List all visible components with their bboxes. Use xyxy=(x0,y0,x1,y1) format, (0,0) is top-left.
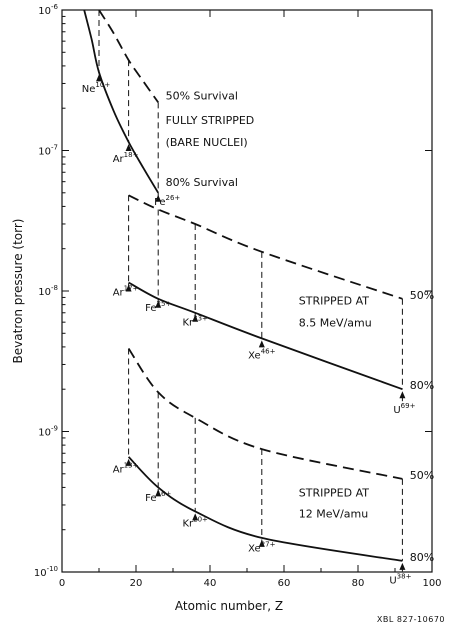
x-axis-label: Atomic number, Z xyxy=(175,599,283,613)
ion-symbol: Fe xyxy=(154,197,165,208)
x-tick-label: 80 xyxy=(352,578,365,589)
annotation-label: 80% Survival xyxy=(166,176,238,189)
ion-arrow-head xyxy=(192,513,199,521)
ion-charge: 38+ xyxy=(397,572,412,580)
ion-charge: 20+ xyxy=(193,516,208,524)
annotation-label: 12 MeV/amu xyxy=(299,507,368,520)
annotation-label: 8.5 MeV/amu xyxy=(299,316,372,329)
ion-charge: 16+ xyxy=(156,490,171,498)
series-50-12-mev xyxy=(127,347,403,480)
ion-charge: 33+ xyxy=(193,314,208,322)
annotation-label: (BARE NUCLEI) xyxy=(166,136,248,149)
ion-label: Kr20+ xyxy=(182,516,208,530)
ion-label: Ar17+ xyxy=(113,284,139,298)
ion-symbol: U xyxy=(389,575,396,586)
series-50-8-5-mev xyxy=(128,194,403,300)
ion-label: Xe27+ xyxy=(248,540,275,554)
ion-charge: 46+ xyxy=(261,348,276,356)
annotation-label: 50% Survival xyxy=(166,90,238,103)
y-tick-exponent: -7 xyxy=(51,144,58,152)
y-tick-base: 10 xyxy=(38,287,51,298)
y-tick-label: 10-10 xyxy=(34,565,58,579)
ion-symbol: Ar xyxy=(113,287,125,298)
y-tick-base: 10 xyxy=(38,147,51,158)
ion-symbol: Ar xyxy=(113,465,125,476)
y-tick-exponent: -8 xyxy=(51,284,58,292)
series-80-8-5-mev xyxy=(128,281,403,391)
ion-symbol: Ne xyxy=(82,84,96,95)
series-80-fully-stripped xyxy=(83,9,159,194)
ion-label: Ar13+ xyxy=(113,462,139,476)
annotation-label: 50% xyxy=(410,289,434,302)
ion-label: Fe25+ xyxy=(145,300,171,314)
ion-arrow-head xyxy=(192,314,199,322)
x-tick-label: 40 xyxy=(204,578,217,589)
ion-arrow-head xyxy=(258,539,265,547)
y-axis-label: Bevatron pressure (torr) xyxy=(11,219,25,364)
ion-symbol: U xyxy=(393,405,400,416)
ion-arrow-head xyxy=(399,562,406,570)
y-tick-exponent: -9 xyxy=(51,425,58,433)
ion-arrow-head xyxy=(125,458,132,466)
ion-charge: 13+ xyxy=(124,462,139,470)
ion-symbol: Kr xyxy=(182,317,194,328)
ion-charge: 18+ xyxy=(124,151,139,159)
annotation-label: 80% xyxy=(410,551,434,564)
series-80-12-mev xyxy=(127,456,403,562)
ion-label: U69+ xyxy=(393,402,415,416)
ion-symbol: Fe xyxy=(145,303,156,314)
figure-reference: XBL 827-10670 xyxy=(377,615,445,624)
ion-charge: 17+ xyxy=(124,284,139,292)
annotation-label: 80% xyxy=(410,379,434,392)
ion-arrow-head xyxy=(155,194,162,202)
annotation-label: FULLY STRIPPED xyxy=(166,114,255,127)
ion-arrow-head xyxy=(399,391,406,399)
ion-label: Fe26+ xyxy=(154,194,180,208)
ion-charge: 69+ xyxy=(401,402,416,410)
x-tick-label: 60 xyxy=(278,578,291,589)
ion-arrow-head xyxy=(155,489,162,497)
ion-charge: 25+ xyxy=(156,300,171,308)
y-tick-label: 10-7 xyxy=(38,144,58,158)
y-tick-label: 10-8 xyxy=(38,284,58,298)
ion-arrow-head xyxy=(96,74,102,82)
y-tick-base: 10 xyxy=(38,428,51,439)
ion-symbol: Ar xyxy=(113,154,125,165)
ion-label: Kr33+ xyxy=(182,314,208,328)
y-tick-label: 10-6 xyxy=(38,3,58,17)
annotation-label: STRIPPED AT xyxy=(299,295,369,308)
ion-label: U38+ xyxy=(389,572,411,586)
ion-charge: 26+ xyxy=(165,194,180,202)
ion-label: Xe46+ xyxy=(248,348,275,362)
ion-symbol: Kr xyxy=(182,519,194,530)
ion-symbol: Xe xyxy=(248,351,261,362)
ion-arrow-head xyxy=(155,300,162,308)
ion-symbol: Fe xyxy=(145,493,156,504)
x-tick-label: 100 xyxy=(422,578,441,589)
ion-arrow-head xyxy=(258,340,265,348)
ion-symbol: Xe xyxy=(248,543,261,554)
y-tick-label: 10-9 xyxy=(38,425,58,439)
ion-label: Ar18+ xyxy=(113,151,139,165)
ion-label: Ne10+ xyxy=(82,81,111,95)
ion-charge: 27+ xyxy=(261,540,276,548)
ion-charge: 10+ xyxy=(95,81,110,89)
ion-arrow-head xyxy=(125,284,132,292)
y-tick-base: 10 xyxy=(38,6,51,17)
annotation-label: STRIPPED AT xyxy=(299,486,369,499)
ion-arrow-head xyxy=(125,143,132,151)
ion-label: Fe16+ xyxy=(145,490,171,504)
y-tick-exponent: -6 xyxy=(51,3,59,11)
y-tick-base: 10 xyxy=(34,568,47,579)
y-tick-exponent: -10 xyxy=(47,565,58,573)
x-tick-label: 0 xyxy=(59,578,65,589)
annotation-label: 50% xyxy=(410,469,434,482)
x-tick-label: 20 xyxy=(130,578,143,589)
